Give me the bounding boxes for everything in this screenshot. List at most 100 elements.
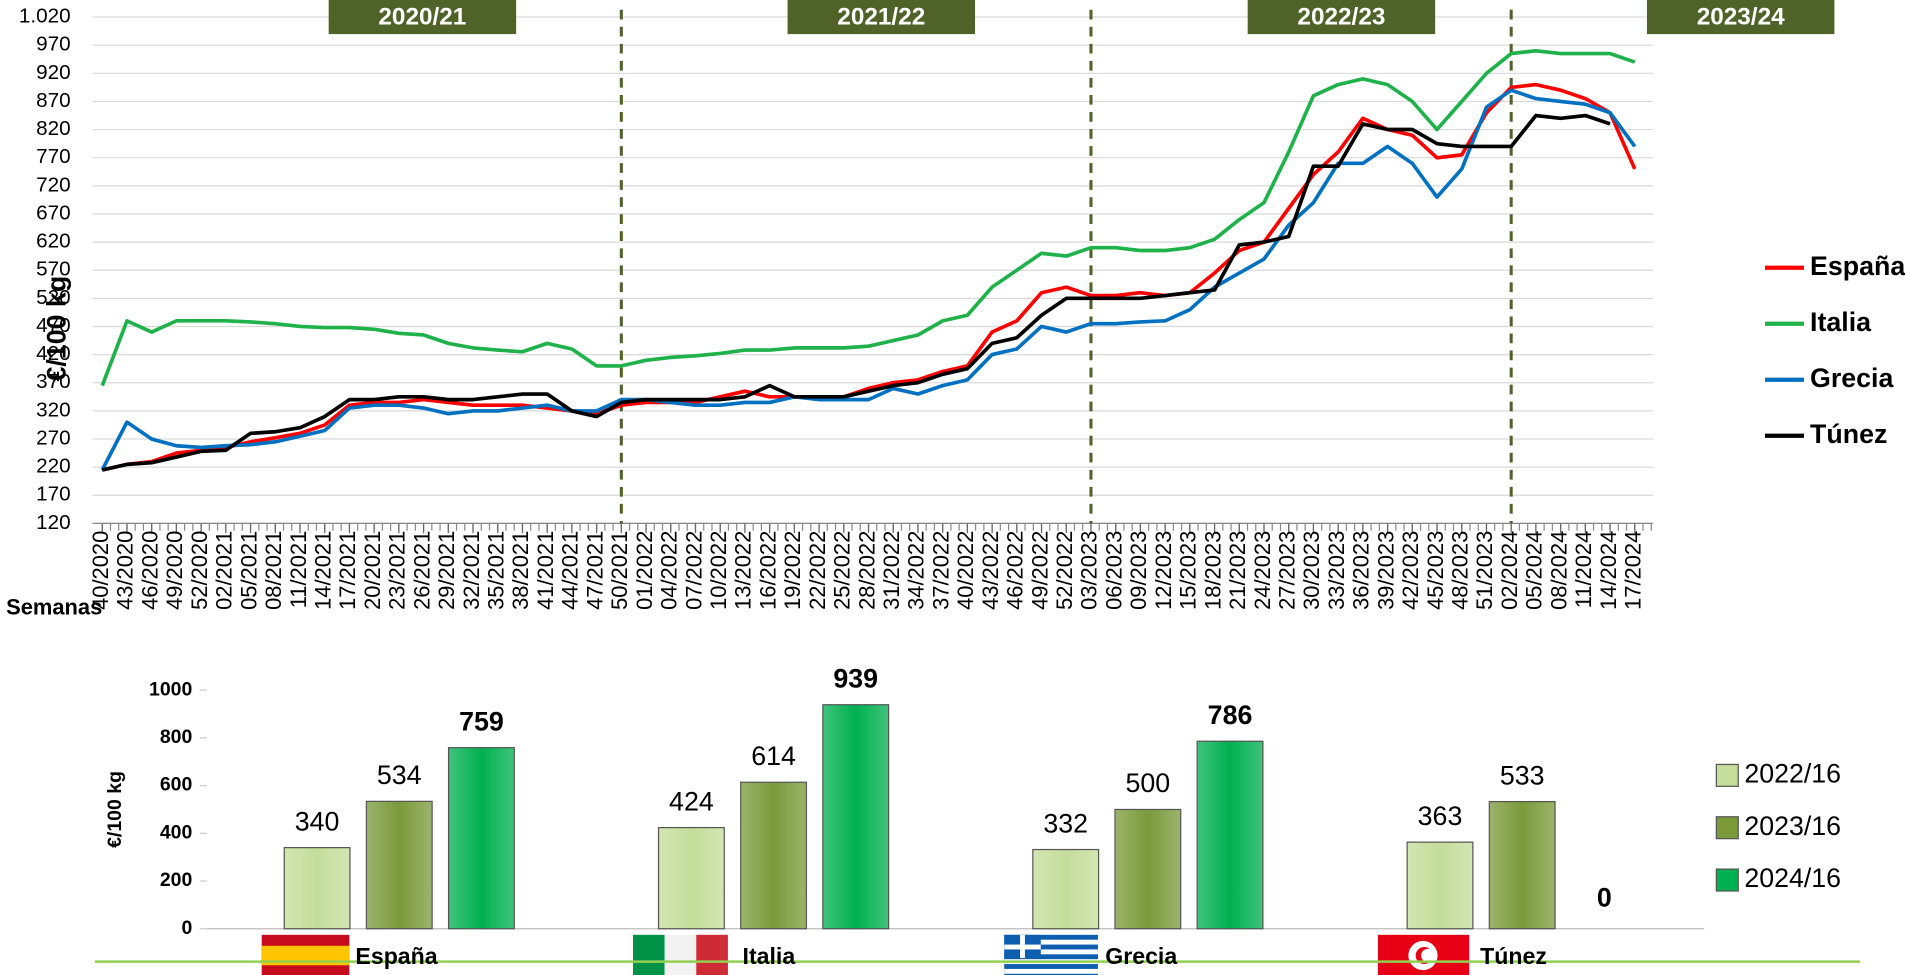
y-tick-label: 200 — [160, 869, 193, 891]
y-tick-label: 220 — [36, 455, 71, 478]
series-line — [100, 48, 1636, 387]
x-tick-label: 40/2022 — [953, 531, 978, 610]
x-tick-label: 47/2021 — [582, 531, 607, 610]
flag-greece — [1004, 934, 1098, 975]
season-label: 2022/23 — [1297, 4, 1385, 31]
legend-label: 2022/16 — [1744, 758, 1841, 788]
y-tick-label: 870 — [36, 89, 71, 112]
x-tick-label: 27/2023 — [1274, 531, 1299, 610]
x-tick-label: 28/2022 — [854, 531, 879, 610]
x-tick-label: 11/2024 — [1571, 531, 1596, 609]
y-tick-label: 820 — [36, 117, 71, 140]
x-tick-label: 45/2023 — [1423, 531, 1448, 610]
legend-swatch — [1715, 763, 1739, 787]
legend-label: Túnez — [1810, 419, 1887, 449]
x-tick-label: 41/2021 — [533, 531, 558, 610]
x-tick-label: 24/2023 — [1250, 531, 1275, 610]
x-tick-label: 46/2020 — [137, 531, 162, 610]
season-box — [1646, 0, 1835, 35]
x-tick-label: 16/2022 — [755, 531, 780, 610]
bar — [1406, 841, 1474, 930]
y-tick-label: 370 — [36, 370, 71, 393]
x-tick-label: 15/2023 — [1176, 531, 1201, 610]
x-tick-label: 52/2022 — [1052, 531, 1077, 610]
bar — [822, 704, 890, 930]
bar — [1032, 848, 1100, 930]
value-label: 614 — [751, 741, 796, 771]
season-box — [787, 0, 976, 35]
value-label: 500 — [1126, 768, 1171, 798]
x-tick-label: 25/2022 — [830, 531, 855, 610]
y-tick-label: 120 — [36, 511, 71, 534]
y-tick-label: 320 — [36, 398, 71, 421]
x-tick-label: 05/2021 — [236, 531, 261, 610]
x-tick-label: 49/2022 — [1027, 531, 1052, 610]
y-axis-label: €/100 kg — [104, 771, 126, 848]
y-tick-label: 400 — [160, 821, 193, 843]
x-tick-label: 34/2022 — [904, 531, 929, 610]
x-tick-label: 23/2021 — [385, 531, 410, 610]
y-tick-label: 800 — [160, 726, 193, 748]
y-tick-label: 600 — [160, 774, 193, 796]
x-tick-label: 30/2023 — [1299, 531, 1324, 610]
x-tick-label: 21/2023 — [1225, 531, 1250, 610]
y-tick-label: 520 — [36, 286, 71, 309]
x-tick-label: 17/2021 — [335, 531, 360, 610]
x-tick-label: 37/2022 — [928, 531, 953, 610]
bar — [1114, 808, 1182, 930]
season-label: 2023/24 — [1697, 4, 1785, 31]
x-tick-label: 11/2021 — [286, 531, 311, 609]
flag-tunisia — [1377, 934, 1470, 975]
x-tick-label: 19/2022 — [780, 531, 805, 610]
y-tick-label: 570 — [36, 258, 71, 281]
value-label: 534 — [377, 760, 422, 790]
legend-label: Grecia — [1810, 363, 1894, 393]
x-tick-label: 39/2023 — [1373, 531, 1398, 610]
value-label: 786 — [1208, 700, 1253, 730]
x-tick-label: 14/2024 — [1596, 531, 1621, 610]
y-tick-label: 270 — [36, 426, 71, 449]
x-tick-label: 12/2023 — [1151, 531, 1176, 610]
y-axis-label: €/100 kg — [42, 276, 72, 382]
x-tick-label: 42/2023 — [1398, 531, 1423, 610]
season-box — [1247, 0, 1436, 35]
bar — [740, 781, 808, 930]
x-tick-label: 14/2021 — [310, 531, 335, 610]
x-tick-label: 20/2021 — [360, 531, 385, 610]
value-label: 424 — [669, 786, 714, 816]
y-tick-label: 770 — [36, 145, 71, 168]
x-axis-label: Semanas — [6, 594, 102, 619]
bar — [365, 800, 433, 930]
x-tick-label: 22/2022 — [805, 531, 830, 610]
x-tick-label: 01/2022 — [632, 531, 657, 610]
series-line — [100, 88, 1637, 471]
value-label: 0 — [1597, 883, 1612, 913]
x-tick-label: 33/2023 — [1324, 531, 1349, 610]
x-tick-label: 38/2021 — [508, 531, 533, 610]
legend-swatch — [1715, 816, 1739, 840]
x-tick-label: 46/2022 — [1003, 531, 1028, 610]
x-tick-label: 49/2020 — [162, 531, 187, 610]
y-tick-label: 0 — [181, 917, 192, 939]
x-tick-label: 13/2022 — [731, 531, 756, 610]
series-line — [101, 113, 1611, 472]
y-tick-label: 170 — [36, 483, 71, 506]
x-tick-label: 31/2022 — [879, 531, 904, 610]
season-label: 2020/21 — [378, 4, 466, 31]
legend-label: España — [1810, 251, 1905, 281]
legend-swatch — [1715, 868, 1739, 892]
bar — [447, 747, 515, 930]
y-tick-label: 670 — [36, 201, 71, 224]
value-label: 759 — [459, 706, 504, 736]
x-tick-label: 03/2023 — [1077, 531, 1102, 610]
y-tick-label: 970 — [36, 33, 71, 56]
season-label: 2021/22 — [837, 4, 925, 31]
x-tick-label: 35/2021 — [484, 531, 509, 610]
x-tick-label: 43/2020 — [113, 531, 138, 610]
x-tick-label: 32/2021 — [459, 531, 484, 610]
category-label: Italia — [743, 943, 796, 969]
x-tick-label: 09/2023 — [1126, 531, 1151, 610]
value-label: 363 — [1418, 801, 1463, 831]
bar — [283, 847, 351, 930]
